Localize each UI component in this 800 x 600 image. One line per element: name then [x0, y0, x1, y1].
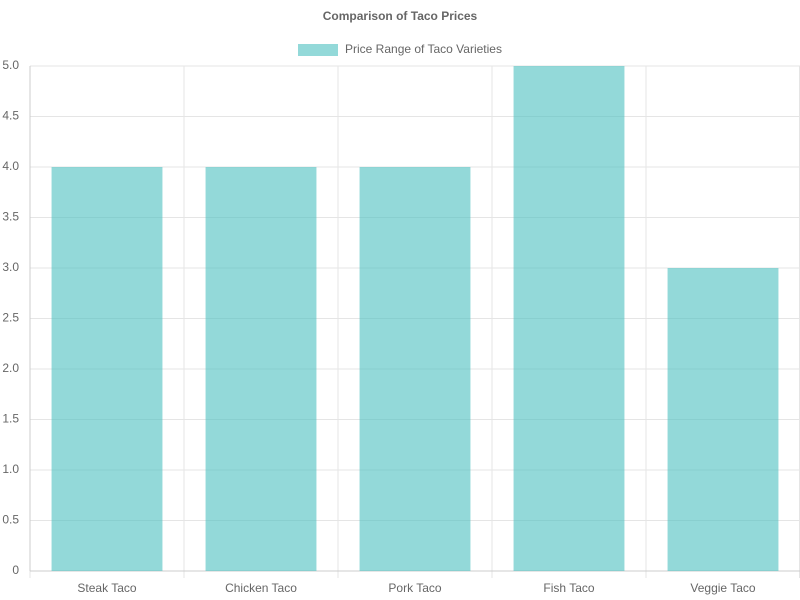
y-tick-label: 2.0 [2, 361, 19, 375]
y-tick-label: 3.0 [2, 260, 19, 274]
y-tick-label: 3.5 [2, 210, 19, 224]
chart-title: Comparison of Taco Prices [323, 9, 478, 23]
y-tick-label: 0.5 [2, 513, 19, 527]
x-tick-label: Veggie Taco [690, 581, 755, 595]
y-tick-label: 5.0 [2, 58, 19, 72]
x-tick-label: Chicken Taco [225, 581, 297, 595]
y-tick-label: 4.0 [2, 159, 19, 173]
y-tick-label: 2.5 [2, 311, 19, 325]
legend-label: Price Range of Taco Varieties [345, 42, 502, 56]
y-tick-label: 1.0 [2, 462, 19, 476]
x-tick-label: Pork Taco [388, 581, 441, 595]
bar [667, 268, 779, 571]
x-tick-label: Steak Taco [77, 581, 136, 595]
bar [513, 66, 625, 571]
bar [359, 167, 471, 571]
legend-swatch [298, 44, 338, 56]
y-tick-label: 0 [12, 563, 19, 577]
x-tick-label: Fish Taco [543, 581, 594, 595]
y-tick-label: 4.5 [2, 109, 19, 123]
y-tick-label: 1.5 [2, 412, 19, 426]
bar [51, 167, 163, 571]
bar [205, 167, 317, 571]
